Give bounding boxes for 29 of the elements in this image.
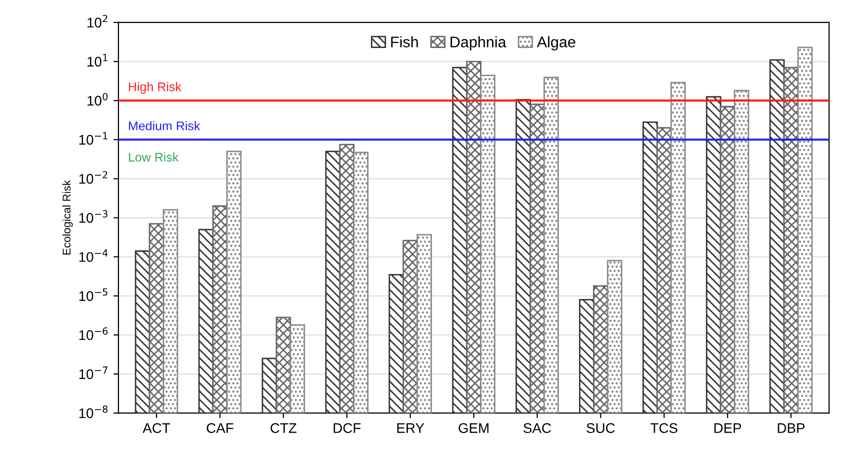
x-tick-label: CTZ <box>270 423 296 434</box>
ref-line-label: High Risk <box>128 82 182 94</box>
y-tick-label: 10$^{−5}$ <box>79 288 108 301</box>
x-tick-label: DEP <box>714 423 742 433</box>
y-tick-label: 10$^{1}$ <box>88 54 108 67</box>
x-tick-label: ERY <box>397 423 424 433</box>
legend-label: Fish <box>391 36 418 48</box>
y-tick-label: 10$^{−8}$ <box>79 405 108 418</box>
x-tick-label: SAC <box>524 423 551 434</box>
annotation: Low Risk <box>128 152 179 162</box>
y-tick-label: 10$^{0}$ <box>88 92 108 106</box>
x-tick-label: TCS <box>650 423 678 434</box>
x-tick-label: ACT <box>142 423 170 434</box>
y-axis-title: Ecological Risk <box>62 180 73 255</box>
y-tick-label: 10$^{−6}$ <box>79 327 108 340</box>
y-tick-label: 10$^{−4}$ <box>79 249 108 262</box>
y-tick-label: 10$^{2}$ <box>88 14 108 28</box>
y-tick-label: 10$^{−3}$ <box>79 210 108 223</box>
y-tick-label: 10$^{−7}$ <box>79 366 108 380</box>
legend-label: Daphnia <box>450 36 506 50</box>
x-tick-label: DCF <box>334 423 361 434</box>
x-tick-label: CAF <box>206 423 234 434</box>
y-tick-label: 10$^{−2}$ <box>79 171 108 184</box>
x-tick-label: GEM <box>458 423 488 434</box>
x-tick-label: SUC <box>586 423 615 434</box>
y-tick-label: 10$^{−1}$ <box>79 132 108 145</box>
legend-label: Algae <box>536 36 576 50</box>
ref-line-label: Medium Risk <box>128 121 200 130</box>
x-tick-label: DBP <box>778 423 805 433</box>
